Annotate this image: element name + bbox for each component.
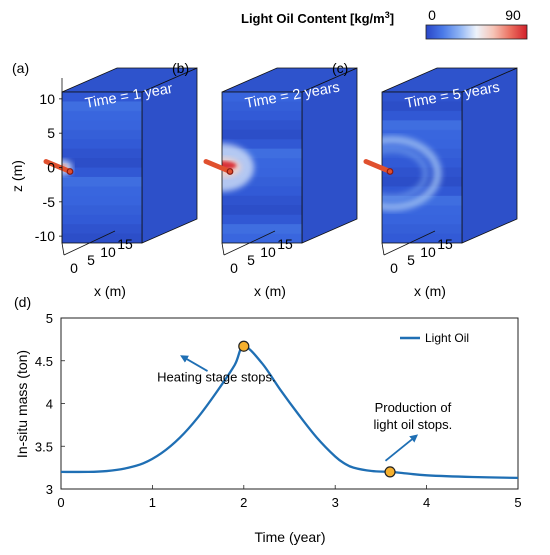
- block-front-face: [62, 92, 142, 243]
- x-tick-label: 5: [87, 252, 95, 268]
- line-chart: (d) 0 1 2 3 4 5 3 3.5 4 4.5 5 Time (year) In-situ…: [14, 294, 522, 545]
- x-tick-label: 5: [247, 252, 255, 268]
- chart-x-tick-label: 4: [423, 495, 430, 510]
- legend-label: Light Oil: [425, 331, 469, 345]
- panel-letter: (a): [12, 60, 29, 76]
- x-tick-label: 10: [100, 244, 116, 260]
- chart-y-axis-label: In-situ mass (ton): [14, 350, 30, 458]
- x-tick-label: 15: [437, 236, 453, 252]
- chart-y-ticks: 3 3.5 4 4.5 5: [35, 311, 65, 497]
- colorbar-min-label: 0: [428, 7, 436, 23]
- x-axis-label: x (m): [254, 283, 286, 299]
- x-tick-label: 10: [420, 244, 436, 260]
- x-axis-line: [63, 230, 116, 256]
- colorbar: Light Oil Content [kg/m3] 0 90: [241, 7, 528, 40]
- x-tick-label: 15: [117, 236, 133, 252]
- chart-x-ticks: 0 1 2 3 4 5: [57, 485, 522, 510]
- x-tick-label: 5: [407, 252, 415, 268]
- annotation-text: Production of: [375, 400, 452, 415]
- z-tick-label: 10: [39, 91, 55, 107]
- event-marker: [384, 466, 396, 478]
- chart-y-tick-label: 4: [46, 397, 53, 412]
- z-axis-label: z (m): [9, 160, 25, 192]
- x-axis-label: x (m): [94, 283, 126, 299]
- x-tick-label: 0: [70, 260, 78, 276]
- chart-y-tick-label: 5: [46, 311, 53, 326]
- chart-y-tick-label: 3: [46, 482, 53, 497]
- panel-letter: (b): [172, 60, 189, 76]
- chart-y-tick-label: 3.5: [35, 439, 53, 454]
- annotation-text: light oil stops.: [374, 417, 453, 432]
- x-tick-label: 0: [230, 260, 238, 276]
- z-tick-label: -10: [35, 228, 55, 244]
- block-front-face: [222, 92, 302, 243]
- annotation-arrow: [384, 434, 419, 462]
- wellbore: [363, 159, 393, 174]
- x-axis-line: [383, 230, 436, 256]
- x-tick-label: 0: [390, 260, 398, 276]
- chart-x-axis-label: Time (year): [254, 529, 325, 545]
- x-tick-label: 10: [260, 244, 276, 260]
- x-axis-label: x (m): [414, 283, 446, 299]
- z-tick-label: -5: [43, 194, 56, 210]
- block-front-face: [382, 92, 462, 243]
- chart-y-tick-label: 4.5: [35, 354, 53, 369]
- panel-letter: (c): [332, 60, 348, 76]
- colorbar-max-label: 90: [505, 7, 521, 23]
- x-tick-label: 15: [277, 236, 293, 252]
- z-axis: z (m) 10 5 0 -5 -10: [9, 78, 63, 244]
- chart-x-tick-label: 0: [57, 495, 64, 510]
- wellbore: [43, 159, 73, 174]
- annotation-arrow: [180, 355, 208, 372]
- chart-annotations: Heating stage stops. Production of light o…: [157, 355, 453, 462]
- chart-x-tick-label: 2: [240, 495, 247, 510]
- chart-x-tick-label: 1: [149, 495, 156, 510]
- wellbore: [203, 159, 233, 174]
- chart-x-tick-label: 3: [332, 495, 339, 510]
- oil-plume: [382, 135, 442, 212]
- chart-series: [60, 340, 519, 480]
- event-marker: [238, 340, 250, 352]
- z-tick-label: 0: [47, 160, 55, 176]
- annotation-text: Heating stage stops.: [157, 369, 276, 384]
- x-axis-line: [223, 230, 276, 256]
- colorbar-label: Light Oil Content [kg/m3]: [241, 10, 394, 26]
- chart-legend: Light Oil: [400, 331, 469, 345]
- z-tick-label: 5: [47, 125, 55, 141]
- colorbar-gradient: [425, 24, 528, 40]
- chart-panel-letter: (d): [14, 294, 31, 310]
- chart-x-tick-label: 5: [514, 495, 521, 510]
